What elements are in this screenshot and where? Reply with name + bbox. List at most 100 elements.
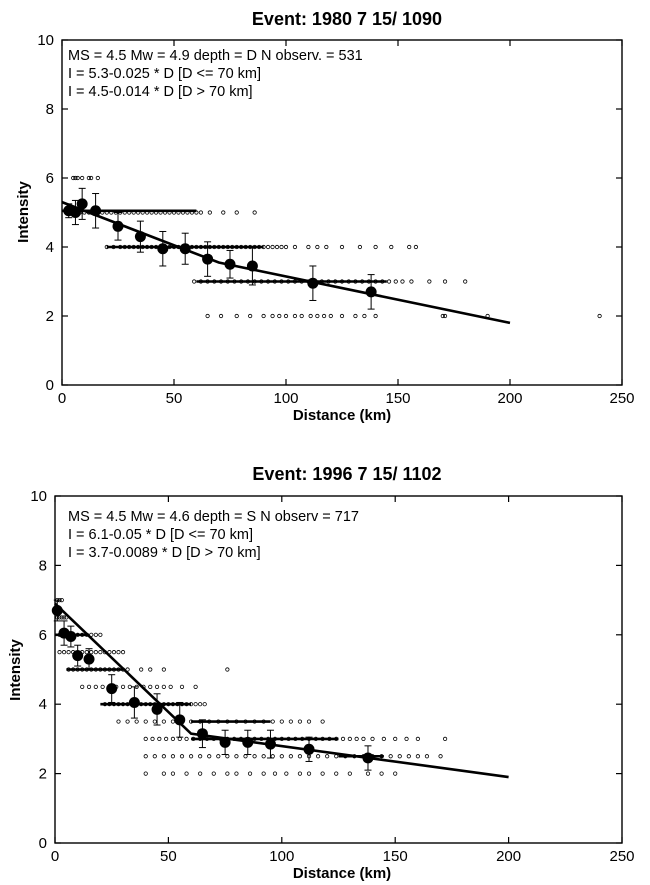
observation-point [265, 244, 271, 250]
observation-point [373, 244, 378, 250]
mean-point [83, 653, 95, 665]
y-axis-label: Intensity [7, 639, 24, 701]
x-tick-label: 0 [58, 390, 66, 407]
observation-point [315, 754, 321, 759]
x-axis-label: Distance (km) [293, 865, 391, 882]
mean-point [65, 631, 77, 643]
observation-point [427, 279, 432, 284]
observation-point [261, 313, 266, 319]
mean-point [303, 743, 315, 755]
mean-point [264, 738, 276, 750]
observation-point [80, 175, 85, 181]
observation-point [297, 754, 303, 759]
observation-point [157, 736, 162, 742]
observation-point [339, 313, 345, 319]
mean-point [112, 220, 124, 232]
y-tick-label: 4 [46, 239, 54, 256]
observation-point [463, 279, 468, 284]
observation-point [415, 754, 420, 759]
x-tick-label: 50 [160, 848, 177, 865]
observation-point [168, 684, 173, 689]
axis-ticks: 0 50 100 150 200 250 0 2 4 6 8 10 [37, 32, 634, 407]
observation-point [211, 771, 216, 776]
observation-point [193, 684, 198, 689]
observation-point [442, 313, 448, 319]
observation-point [299, 313, 304, 319]
x-tick-label: 150 [385, 390, 410, 407]
mean-point [365, 286, 377, 298]
observation-point [284, 771, 289, 776]
annotation-line: I = 6.1-0.05 * D [D <= 70 km] [68, 527, 253, 543]
chart-title: Event: 1996 7 15/ 1102 [252, 464, 441, 484]
observation-point [270, 719, 275, 724]
observation-point [71, 175, 76, 181]
observation-point [407, 244, 412, 250]
annotation-line: I = 5.3-0.025 * D [D <= 70 km] [68, 66, 261, 82]
observation-point [184, 736, 189, 742]
observation-point [393, 279, 398, 284]
observation-point [409, 279, 414, 284]
observation-point [315, 244, 320, 250]
fit-line [61, 200, 511, 325]
observation-point [61, 650, 67, 655]
observation-point [98, 650, 103, 655]
chart-1980: Event: 1980 7 15/ 1090 MS = 4.5 Mw = 4.9… [15, 9, 635, 424]
observation-point [283, 244, 289, 250]
observation-point [148, 684, 153, 689]
observation-point [248, 313, 253, 319]
observation-point [279, 754, 284, 759]
observation-point [325, 754, 330, 759]
observation-point [73, 175, 78, 181]
observation-point [100, 684, 105, 689]
annotation-line: I = 3.7-0.0089 * D [D > 70 km] [68, 545, 261, 561]
observation-point [84, 650, 89, 655]
observation-point [143, 754, 148, 759]
observation-point [207, 210, 212, 215]
x-tick-label: 100 [269, 848, 294, 865]
mean-point [69, 207, 81, 218]
observation-point [98, 632, 103, 637]
y-tick-label: 2 [39, 766, 47, 783]
fit-line-group [61, 200, 511, 325]
observation-point [57, 650, 62, 655]
observation-point [120, 650, 126, 655]
x-tick-label: 0 [51, 848, 59, 865]
observation-point [188, 754, 194, 759]
observation-point [205, 313, 210, 319]
observation-point [154, 684, 160, 689]
axis-ticks: 0 50 100 150 200 250 0 2 4 6 8 10 [30, 488, 634, 865]
y-tick-label: 0 [46, 377, 54, 394]
observation-point [354, 736, 359, 742]
observation-point [225, 754, 230, 759]
observation-point [283, 313, 289, 319]
observation-point [288, 719, 293, 724]
observation-point [292, 244, 298, 250]
mean-point [151, 703, 163, 715]
observation-point [234, 313, 239, 319]
observation-point [198, 754, 203, 759]
observation-point [161, 684, 166, 689]
x-tick-label: 250 [609, 390, 634, 407]
observation-point [247, 771, 253, 776]
observation-point [400, 279, 405, 284]
y-tick-label: 8 [39, 557, 47, 574]
mean-point [90, 205, 102, 217]
observation-point [306, 244, 311, 250]
observation-point [170, 719, 176, 724]
annotation-line: I = 4.5-0.014 * D [D > 70 km] [68, 84, 253, 100]
observation-point [339, 244, 345, 250]
mean-point [106, 683, 118, 695]
chart-title: Event: 1980 7 15/ 1090 [252, 9, 442, 29]
observation-point [370, 736, 375, 742]
observation-point [328, 313, 333, 319]
observation-point [297, 719, 303, 724]
observation-point [406, 754, 411, 759]
observation-point [61, 615, 67, 620]
observation-point [234, 754, 239, 759]
observation-point [292, 313, 298, 319]
observation-point [125, 719, 130, 724]
observation-point [161, 771, 166, 776]
observation-point [86, 175, 91, 181]
mean-point [134, 231, 146, 243]
